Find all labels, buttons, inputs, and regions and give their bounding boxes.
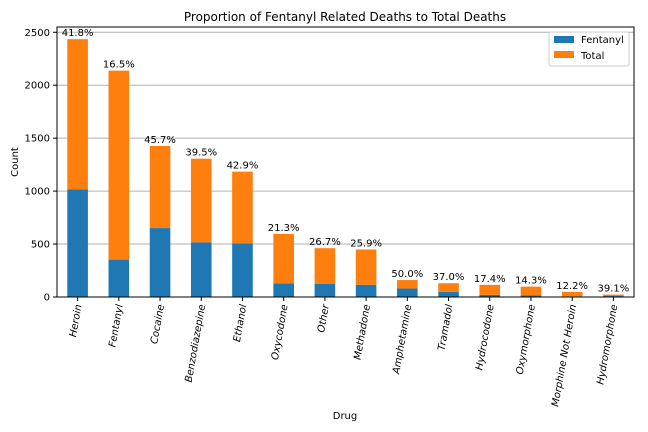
bar-total-amphetamine (397, 280, 418, 289)
bar-total-hydrocodone (479, 284, 501, 295)
data-label: 45.7% (144, 135, 176, 146)
bar-fentanyl-amphetamine (397, 288, 418, 297)
bar-fentanyl-methadone (355, 284, 377, 297)
data-label: 14.3% (515, 276, 547, 287)
legend-swatch-fentanyl (554, 36, 574, 43)
y-tick-label: 500 (31, 240, 50, 251)
y-tick-label: 2000 (25, 81, 50, 92)
bar-total-methadone (355, 249, 377, 285)
legend: Fentanyl Total (548, 31, 630, 67)
y-tick-label: 1500 (25, 134, 50, 145)
plot-frame (56, 26, 635, 298)
bar-fentanyl-tramadol (438, 291, 459, 297)
data-label: 26.7% (309, 237, 341, 248)
data-labels-group: 41.8% 16.5% 45.7% 39.5% 42.9% 21.3% 26.7% 25.9%… (62, 28, 630, 294)
bar-total-tramadol (438, 283, 459, 292)
data-label: 41.8% (62, 28, 94, 39)
bar-total-other (314, 248, 336, 284)
data-label: 21.3% (268, 223, 300, 234)
bar-fentanyl-oxycodone (273, 283, 294, 297)
bar-fentanyl-other (314, 283, 336, 297)
x-tick-label: Other (316, 303, 332, 334)
bar-total-fentanyl (108, 70, 130, 260)
legend-label-total: Total (580, 51, 604, 62)
bar-total-morphine-not-heroin (561, 291, 583, 297)
bar-fentanyl-ethanol (232, 243, 253, 297)
bar-fentanyl-oxymorphone (520, 295, 542, 297)
y-tick-label: 2500 (25, 28, 50, 39)
data-label: 25.9% (350, 238, 382, 249)
bar-fentanyl-hydrocodone (479, 294, 501, 297)
x-axis-title: Drug (333, 411, 358, 422)
bar-total-heroin (67, 39, 88, 190)
bar-fentanyl-heroin (67, 189, 88, 297)
bar-fentanyl-cocaine (149, 228, 171, 297)
data-label: 39.1% (598, 284, 630, 295)
data-label: 12.2% (556, 281, 588, 292)
bars-group (67, 39, 624, 297)
data-label: 37.0% (433, 272, 465, 283)
bar-total-ethanol (232, 171, 253, 244)
data-label: 39.5% (185, 148, 217, 159)
bar-total-hydromorphone (603, 294, 624, 297)
bar-total-cocaine (149, 146, 171, 229)
y-tick-label: 0 (44, 293, 50, 304)
bar-fentanyl-fentanyl (108, 259, 130, 297)
data-label: 50.0% (391, 269, 423, 280)
y-axis-title: Count (10, 147, 21, 177)
bar-total-benzodiazepine (190, 158, 212, 243)
y-tick-label: 1000 (25, 187, 50, 198)
y-axis: 0 500 1000 1500 2000 2500 (25, 28, 57, 304)
chart-title: Proportion of Fentanyl Related Deaths to… (184, 10, 506, 24)
legend-swatch-total (554, 51, 574, 58)
data-label: 42.9% (227, 161, 259, 172)
bar-total-oxymorphone (520, 286, 542, 296)
legend-label-fentanyl: Fentanyl (581, 35, 624, 46)
data-label: 17.4% (474, 274, 506, 285)
bar-total-oxycodone (273, 233, 294, 284)
bar-fentanyl-benzodiazepine (190, 242, 212, 297)
data-label: 16.5% (103, 60, 135, 71)
